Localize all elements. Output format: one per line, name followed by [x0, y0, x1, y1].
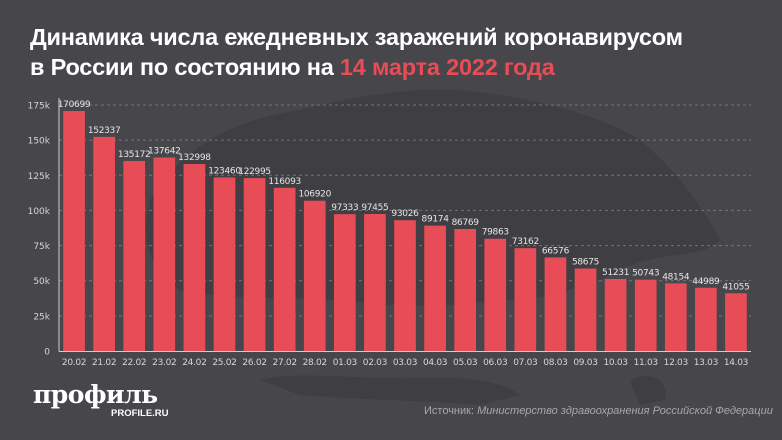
bar	[544, 257, 567, 351]
x-tick-label: 06.03	[483, 358, 507, 368]
bar	[634, 279, 657, 351]
title-line-2-prefix: в России по состоянию на	[30, 54, 340, 80]
x-tick-label: 10.03	[603, 358, 627, 368]
data-label: 93026	[391, 209, 419, 219]
data-label: 97455	[361, 203, 388, 213]
bar	[424, 225, 446, 351]
data-label: 152337	[88, 126, 121, 136]
x-tick-label: 14.03	[724, 358, 748, 368]
y-tick-label: 50k	[33, 277, 50, 287]
bar	[243, 178, 266, 351]
bar	[664, 283, 687, 351]
chart-title: Динамика числа ежедневных заражений коро…	[30, 22, 770, 82]
bar	[63, 111, 85, 351]
bar	[364, 214, 386, 351]
bar	[394, 220, 416, 351]
data-label: 170699	[58, 100, 91, 110]
bar	[183, 164, 206, 351]
title-line-2: в России по состоянию на 14 марта 2022 г…	[30, 52, 770, 82]
profile-logo: профиль	[33, 380, 158, 409]
data-label: 58675	[572, 258, 599, 268]
source-label: Источник:	[424, 405, 478, 417]
x-tick-label: 28.02	[303, 358, 327, 368]
data-label: 44989	[692, 277, 720, 287]
data-label: 48154	[662, 272, 690, 282]
y-axis-ticks: 0 25k 50k 75k 100k 125k 150k 175k	[28, 102, 51, 358]
data-label: 89174	[422, 215, 450, 225]
data-label: 135172	[118, 150, 151, 160]
bar	[213, 177, 236, 351]
x-tick-label: 05.03	[453, 358, 477, 368]
data-label: 116093	[268, 177, 301, 187]
bar	[303, 200, 326, 351]
data-label: 122995	[238, 167, 271, 177]
x-tick-label: 13.03	[694, 358, 718, 368]
y-tick-label: 25k	[33, 312, 50, 322]
y-tick-label: 75k	[33, 242, 50, 252]
data-label: 97333	[331, 203, 358, 213]
x-tick-label: 09.03	[573, 358, 597, 368]
data-label: 66576	[542, 246, 570, 256]
data-label: 51231	[602, 268, 629, 278]
data-label: 132998	[178, 153, 211, 163]
data-label: 123460	[208, 166, 241, 176]
x-tick-label: 20.02	[62, 358, 86, 368]
x-tick-label: 02.03	[363, 358, 387, 368]
y-tick-label: 100k	[28, 207, 51, 217]
data-label: 79863	[482, 228, 509, 238]
bar	[725, 293, 747, 351]
source-name: Министерство здравоохранения Российской …	[477, 405, 773, 417]
y-tick-label: 0	[44, 348, 50, 358]
profile-logo-url: PROFILE.RU	[111, 408, 169, 419]
data-label: 137642	[148, 147, 181, 157]
x-tick-label: 21.02	[92, 358, 116, 368]
title-line-1: Динамика числа ежедневных заражений коро…	[30, 24, 683, 50]
x-tick-label: 03.03	[393, 358, 417, 368]
x-tick-label: 04.03	[423, 358, 447, 368]
data-label: 50743	[632, 269, 659, 279]
x-tick-label: 01.03	[333, 358, 357, 368]
source-note: Источник: Министерство здравоохранения Р…	[424, 405, 773, 417]
title-date: 14 марта 2022 года	[339, 54, 555, 80]
x-tick-label: 25.02	[212, 358, 236, 368]
x-tick-label: 07.03	[513, 358, 537, 368]
bar	[574, 268, 597, 351]
bar	[484, 238, 507, 351]
data-label: 86769	[452, 218, 480, 228]
x-tick-label: 08.03	[543, 358, 567, 368]
data-label: 41055	[722, 282, 749, 292]
bar	[454, 229, 477, 351]
x-tick-label: 23.02	[152, 358, 176, 368]
bar	[604, 278, 627, 351]
x-axis-ticks: 20.02 21.02 22.02 23.02 24.02 25.02 26.02 27.02…	[62, 358, 748, 368]
x-tick-label: 26.02	[242, 358, 266, 368]
data-label: 73162	[512, 237, 539, 247]
bar	[123, 160, 146, 351]
bar	[695, 287, 717, 351]
y-tick-label: 150k	[28, 137, 51, 147]
bar	[333, 214, 356, 351]
bar	[153, 157, 176, 351]
x-tick-label: 11.03	[634, 358, 658, 368]
data-label: 106920	[298, 190, 331, 200]
bar	[93, 136, 115, 351]
x-tick-label: 27.02	[273, 358, 297, 368]
x-tick-label: 24.02	[182, 358, 206, 368]
bars	[63, 111, 747, 351]
x-tick-label: 12.03	[664, 358, 688, 368]
x-tick-label: 22.02	[122, 358, 146, 368]
bar	[514, 248, 537, 351]
bar	[273, 187, 296, 351]
y-tick-label: 125k	[28, 172, 51, 182]
y-tick-label: 175k	[28, 102, 51, 112]
